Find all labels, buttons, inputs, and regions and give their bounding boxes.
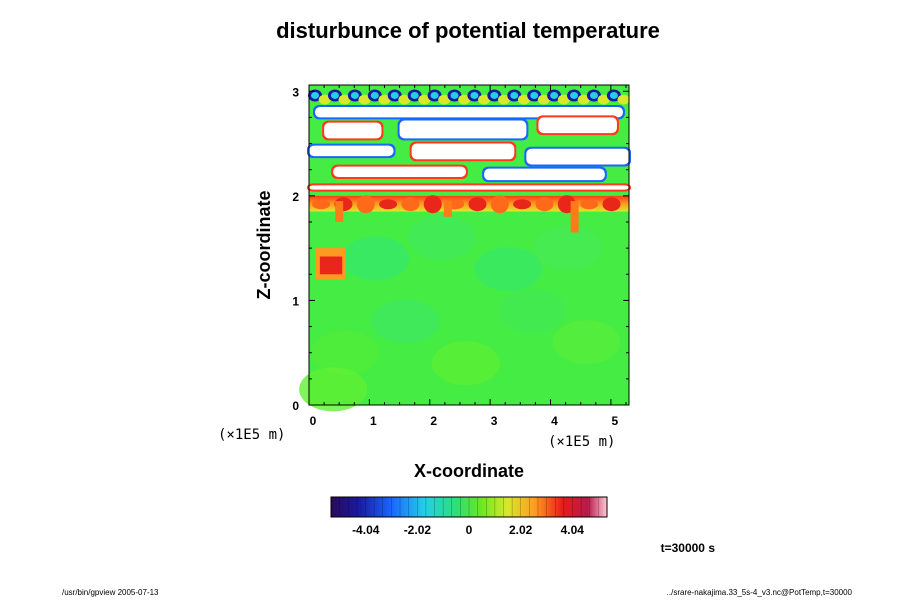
colorbar-tick-marks: [330, 497, 608, 517]
y-tick-label: 3: [292, 85, 299, 99]
field-patch: [371, 299, 440, 344]
plot-area: [299, 84, 631, 412]
top-wave-core: [311, 91, 320, 99]
warm-plume: [443, 201, 452, 217]
upper-layer-white: [484, 168, 605, 181]
upper-layer-white: [333, 166, 466, 178]
top-wave-warm: [577, 94, 590, 105]
warm-bubble-core: [319, 256, 343, 275]
x-axis-title: X-coordinate: [414, 461, 524, 481]
top-wave-core: [350, 91, 359, 99]
field-patch: [407, 215, 476, 260]
field-patch: [299, 367, 368, 412]
field-patch: [534, 226, 603, 271]
field-patch: [311, 330, 380, 375]
top-wave-warm: [338, 94, 351, 105]
top-wave-warm: [537, 94, 550, 105]
top-wave-warm: [617, 94, 630, 105]
upper-layer-white: [315, 106, 623, 118]
top-wave-warm: [398, 94, 411, 105]
warm-plume: [570, 201, 579, 233]
top-wave-warm: [458, 94, 471, 105]
footer-right: ../srare-nakajima.33_5s-4_v3.nc@PotTemp,…: [667, 588, 853, 597]
top-wave-warm: [418, 94, 431, 105]
x-tick-label: 1: [370, 414, 377, 428]
chart-title: disturbunce of potential temperature: [276, 18, 660, 43]
top-wave-warm: [517, 94, 530, 105]
upper-layer-white: [538, 117, 617, 134]
top-wave-core: [410, 91, 419, 99]
field-patch: [341, 236, 410, 281]
field-patch: [431, 341, 500, 386]
top-wave-core: [609, 91, 618, 99]
x-tick-label: 4: [551, 414, 558, 428]
top-wave-core: [450, 91, 459, 99]
y-tick-label: 1: [292, 294, 299, 308]
warm-filament: [356, 195, 375, 214]
top-wave-warm: [597, 94, 610, 105]
upper-layer-white: [309, 145, 394, 157]
top-wave-core: [589, 91, 598, 99]
upper-layer-white: [399, 120, 527, 139]
upper-layer-white: [526, 148, 629, 165]
field-patch: [552, 320, 621, 365]
x-tick-label: 2: [430, 414, 437, 428]
y-tick-label: 0: [292, 399, 299, 413]
colorbar: [330, 496, 608, 518]
x-tick-label: 5: [612, 414, 619, 428]
top-wave-warm: [378, 94, 391, 105]
top-wave-warm: [498, 94, 511, 105]
colorbar-frame: [330, 496, 608, 518]
x-tick-label: 3: [491, 414, 498, 428]
upper-layer-white: [411, 143, 515, 160]
warm-filament: [513, 199, 532, 210]
upper-layer-white: [324, 122, 382, 139]
x-tick-label: 0: [310, 414, 317, 428]
field-layer: [299, 89, 631, 412]
warm-filament: [602, 197, 621, 212]
colorbar-tick-label: 2.02: [509, 523, 533, 537]
top-wave-warm: [438, 94, 451, 105]
top-wave-core: [470, 91, 479, 99]
warm-plume: [335, 201, 344, 222]
warm-filament: [535, 197, 554, 212]
colorbar-tick-label: 0: [466, 523, 473, 537]
colorbar-tick-label: -4.04: [352, 523, 380, 537]
warm-filament: [379, 199, 398, 210]
top-wave-core: [330, 91, 339, 99]
plot-frame: [308, 84, 630, 406]
top-wave-core: [430, 91, 439, 99]
top-wave-warm: [478, 94, 491, 105]
top-wave-warm: [358, 94, 371, 105]
y-tick-label: 2: [292, 190, 299, 204]
top-wave-core: [370, 91, 379, 99]
top-wave-core: [550, 91, 559, 99]
warm-filament: [468, 197, 487, 212]
y-axis-title: Z-coordinate: [254, 190, 274, 299]
field-patch: [474, 247, 543, 292]
top-wave-core: [570, 91, 579, 99]
top-wave-core: [390, 91, 399, 99]
warm-filament: [401, 197, 420, 212]
y-axis-unit: (×1E5 m): [218, 427, 285, 443]
upper-layer-white: [309, 185, 629, 190]
colorbar-tick-label: 4.04: [561, 523, 585, 537]
footer-left: /usr/bin/gpview 2005-07-13: [62, 588, 159, 597]
field-patch: [498, 288, 567, 333]
top-wave-warm: [318, 94, 331, 105]
warm-filament: [423, 195, 442, 214]
warm-filament: [312, 199, 331, 210]
top-wave-core: [530, 91, 539, 99]
tick-marks: [308, 85, 629, 406]
x-axis-unit: (×1E5 m): [548, 434, 615, 450]
top-wave-core: [490, 91, 499, 99]
time-label: t=30000 s: [661, 541, 716, 555]
top-wave-core: [510, 91, 519, 99]
colorbar-tick-label: -2.02: [404, 523, 432, 537]
warm-filament: [490, 195, 509, 214]
warm-filament: [580, 199, 599, 210]
top-wave-warm: [557, 94, 570, 105]
